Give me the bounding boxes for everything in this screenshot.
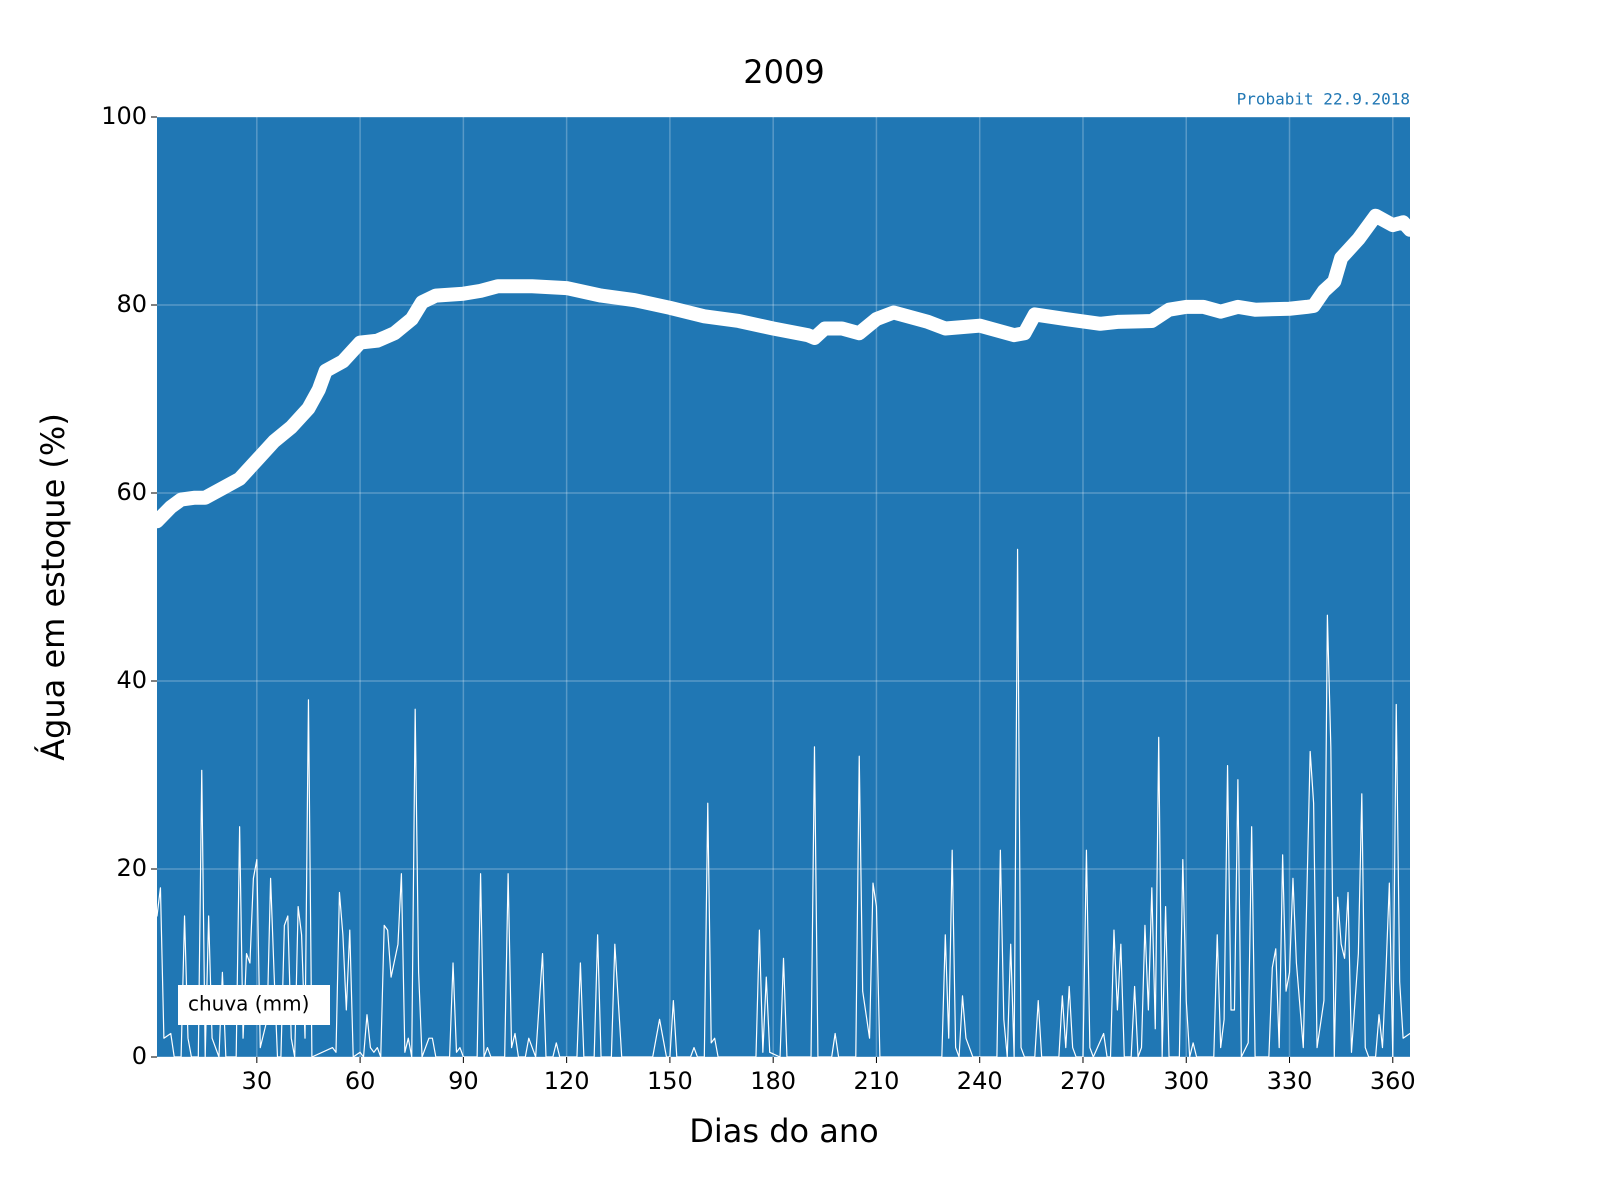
legend-box	[178, 985, 330, 1025]
x-tick-label: 210	[854, 1067, 900, 1095]
x-axis-label: Dias do ano	[689, 1112, 879, 1150]
chart-title: 2009	[743, 53, 824, 91]
x-tick-label: 150	[647, 1067, 693, 1095]
y-tick-label: 40	[116, 666, 147, 694]
plot-area	[157, 117, 1410, 1057]
y-tick-label: 0	[132, 1042, 147, 1070]
x-tick-label: 60	[345, 1067, 376, 1095]
legend-label: chuva (mm)	[188, 992, 309, 1016]
x-tick-label: 30	[242, 1067, 273, 1095]
x-tick-label: 300	[1163, 1067, 1209, 1095]
annotation: Probabit 22.9.2018	[1237, 90, 1410, 109]
x-tick-label: 360	[1370, 1067, 1416, 1095]
y-tick-label: 80	[116, 290, 147, 318]
y-tick-label: 20	[116, 854, 147, 882]
x-tick-label: 90	[448, 1067, 479, 1095]
x-tick-label: 270	[1060, 1067, 1106, 1095]
y-tick-label: 60	[116, 478, 147, 506]
y-tick-label: 100	[101, 102, 147, 130]
x-tick-label: 120	[544, 1067, 590, 1095]
line	[157, 208, 1410, 529]
x-tick-label: 330	[1267, 1067, 1313, 1095]
x-tick-label: 240	[957, 1067, 1003, 1095]
y-axis-label: Água em estoque (%)	[34, 413, 72, 761]
x-tick-label: 180	[750, 1067, 796, 1095]
line	[157, 548, 1410, 1057]
